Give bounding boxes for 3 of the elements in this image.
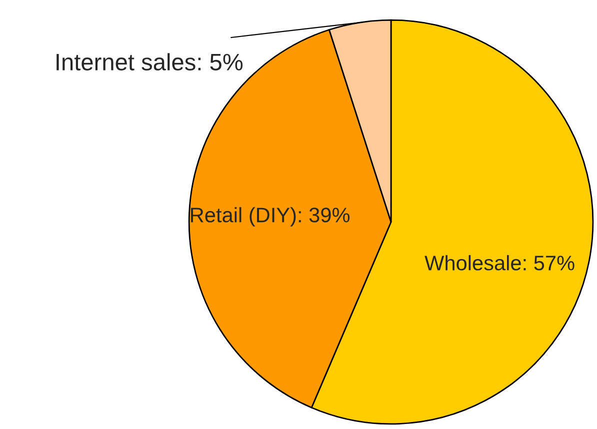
- slice-label: Retail (DIY): 39%: [191, 207, 350, 227]
- slice-label: Internet sales: 5%: [56, 53, 243, 70]
- slice-label: Wholesale: 57%: [424, 255, 574, 270]
